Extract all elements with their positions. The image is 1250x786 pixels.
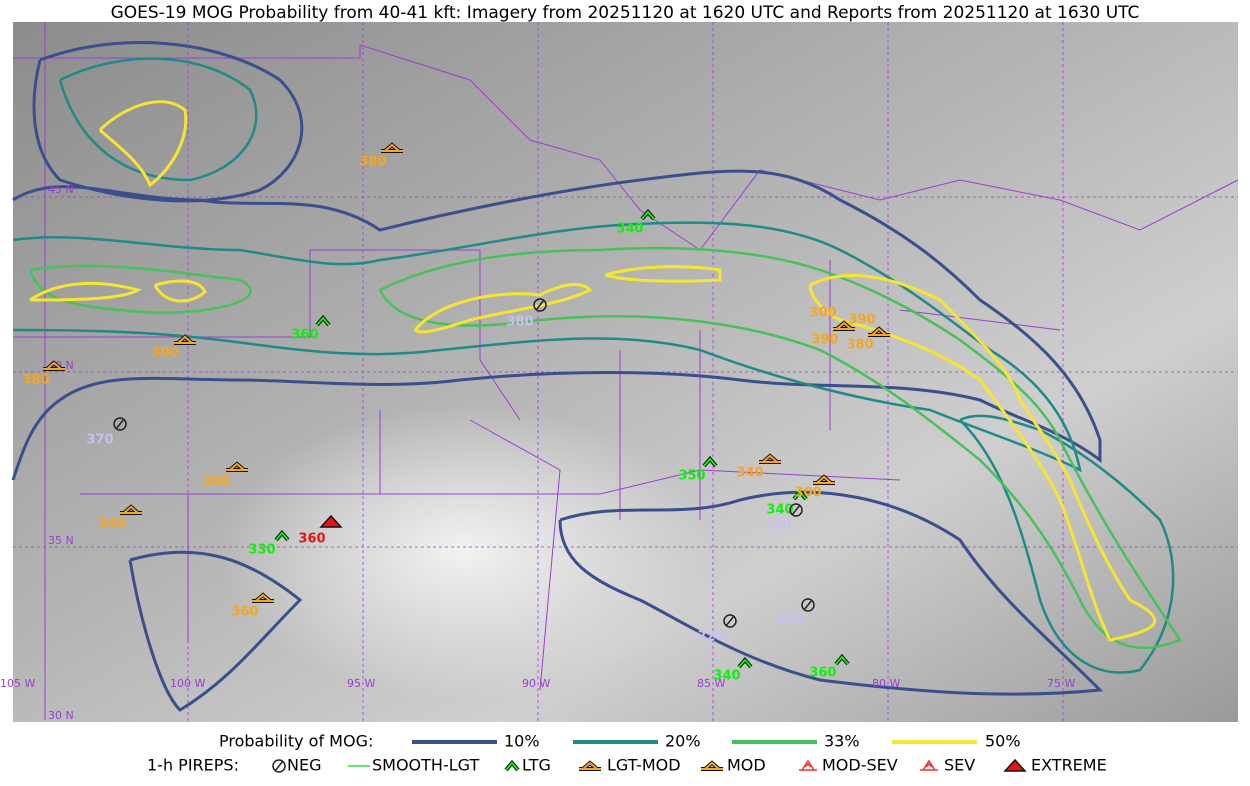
- icon-mod: [833, 321, 855, 330]
- legend-label: 10%: [504, 732, 540, 751]
- icon-neg: [533, 298, 547, 312]
- grid-label: 100 W: [170, 677, 205, 690]
- report-altitude: 350: [678, 469, 705, 484]
- report-altitude: 370: [86, 433, 113, 448]
- report-altitude: 360: [291, 328, 318, 343]
- icon-neg-slash: [803, 599, 813, 611]
- icon-mod: [252, 593, 274, 602]
- legend-label: SMOOTH-LGT: [372, 756, 479, 775]
- icon-extreme: [1003, 758, 1027, 772]
- icon-extreme: [319, 514, 343, 528]
- icon-neg: [723, 614, 737, 628]
- report-altitude: 360: [298, 532, 325, 547]
- icon-mod: [579, 761, 601, 770]
- pirep-legend: NEG SMOOTH-LGT LTG LGT-MOD MOD MOD-SEV SEV EXTR…: [272, 756, 1107, 775]
- report-altitude: 380: [359, 155, 386, 170]
- legend-label: LTG: [522, 756, 551, 775]
- report-altitude: 300: [794, 486, 821, 501]
- report-altitude: 300: [203, 475, 230, 490]
- legend-label: MOD-SEV: [822, 756, 898, 775]
- legend-label: NEG: [287, 756, 321, 775]
- icon-neg: [272, 759, 286, 773]
- report-altitude: 300: [809, 306, 836, 321]
- report-altitude: 340: [713, 669, 740, 684]
- legend-title: Probability of MOG:: [219, 732, 373, 751]
- report-altitude: 380: [506, 315, 533, 330]
- legend-label: 20%: [665, 732, 701, 751]
- legend-label: LGT-MOD: [607, 756, 681, 775]
- report-altitude: 330: [248, 543, 275, 558]
- legend-title: 1-h PIREPS:: [147, 756, 239, 775]
- icon-neg: [113, 417, 127, 431]
- report-altitude: 360: [231, 605, 258, 620]
- report-altitude: 390: [811, 333, 838, 348]
- report-altitude: 320: [697, 630, 724, 645]
- icon-ltg: [316, 316, 330, 326]
- icon-ltg: [738, 658, 752, 668]
- icon-mod: [813, 475, 835, 484]
- report-altitude: 380: [846, 338, 873, 353]
- icon-neg-slash: [115, 418, 125, 430]
- legend-label: 33%: [824, 732, 860, 751]
- icon-mod: [868, 327, 890, 336]
- icon-neg-slash: [791, 504, 801, 516]
- icon-sev: [799, 759, 817, 771]
- title: GOES-19 MOG Probability from 40-41 kft: …: [111, 3, 1140, 23]
- icon-neg: [801, 598, 815, 612]
- report-altitude: 340: [764, 519, 791, 534]
- icon-ltg: [641, 210, 655, 220]
- icon-mod: [381, 143, 403, 152]
- icon-neg-slash: [274, 760, 284, 772]
- grid-label: 75 W: [1047, 677, 1075, 690]
- icon-neg-slash: [535, 299, 545, 311]
- report-altitude: 340: [98, 517, 125, 532]
- icon-mod: [43, 361, 65, 370]
- icon-ltg: [275, 531, 289, 541]
- legend: Probability of MOG: 10% 20% 33% 50% 1-h …: [147, 732, 1107, 775]
- grid-label: 35 N: [48, 534, 74, 547]
- report-altitude: 340: [616, 222, 643, 237]
- legend-label: SEV: [944, 756, 975, 775]
- report-altitude: 340: [766, 503, 793, 518]
- report-altitude: 340: [736, 466, 763, 481]
- icon-mod: [120, 505, 142, 514]
- grid-label: 30 N: [48, 709, 74, 722]
- report-altitude: 300: [151, 346, 178, 361]
- grid-label: 90 W: [522, 677, 550, 690]
- grid-label: 105 W: [0, 677, 35, 690]
- legend-label: EXTREME: [1031, 756, 1107, 775]
- icon-mod: [226, 462, 248, 471]
- report-altitude: 300: [775, 614, 802, 629]
- report-altitude: 390: [848, 313, 875, 328]
- icon-mod: [701, 761, 723, 770]
- icon-neg-slash: [725, 615, 735, 627]
- legend-label: MOD: [727, 756, 766, 775]
- contours: [11, 41, 1182, 712]
- grid-label: 85 W: [697, 677, 725, 690]
- report-altitude: 380: [22, 373, 49, 388]
- icon-ltg: [835, 655, 849, 665]
- icon-ltg: [703, 457, 717, 467]
- grid-label: 45 N: [48, 183, 74, 196]
- grid-label: 80 W: [872, 677, 900, 690]
- icon-neg: [789, 503, 803, 517]
- icon-ltg: [505, 761, 519, 771]
- icon-ltg: [793, 490, 807, 500]
- legend-label: 50%: [985, 732, 1021, 751]
- grid-label: 95 W: [347, 677, 375, 690]
- report-altitude: 360: [809, 666, 836, 681]
- borders: [13, 22, 1239, 720]
- icon-mod: [759, 454, 781, 463]
- icon-sev: [920, 759, 938, 771]
- icon-mod: [174, 335, 196, 344]
